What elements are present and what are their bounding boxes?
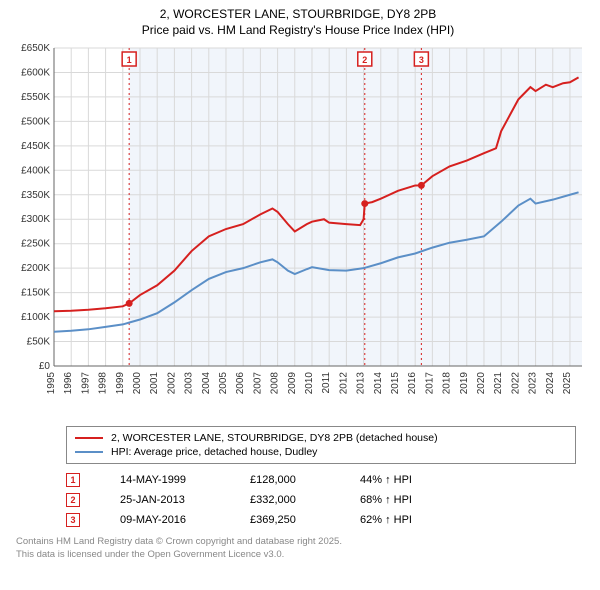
svg-text:£350K: £350K xyxy=(21,190,50,201)
svg-text:2010: 2010 xyxy=(304,372,315,395)
footer-attribution: Contains HM Land Registry data © Crown c… xyxy=(16,536,576,561)
svg-text:2024: 2024 xyxy=(545,372,556,395)
svg-text:£600K: £600K xyxy=(21,68,50,79)
svg-text:2017: 2017 xyxy=(424,372,435,395)
transaction-date: 25-JAN-2013 xyxy=(120,494,210,506)
svg-text:£50K: £50K xyxy=(27,337,51,348)
footer-line1: Contains HM Land Registry data © Crown c… xyxy=(16,536,576,548)
svg-text:1: 1 xyxy=(127,55,132,65)
transaction-row: 2 25-JAN-2013 £332,000 68% ↑ HPI xyxy=(66,490,576,510)
svg-text:2001: 2001 xyxy=(149,372,160,395)
svg-text:£450K: £450K xyxy=(21,141,50,152)
svg-text:1998: 1998 xyxy=(98,372,109,395)
legend-row: HPI: Average price, detached house, Dudl… xyxy=(75,445,567,459)
svg-text:£100K: £100K xyxy=(21,312,50,323)
svg-text:£200K: £200K xyxy=(21,264,50,275)
price-chart: £0 £50K £100K £150K £200K £250K £300K £350K £400… xyxy=(6,42,590,422)
svg-text:2018: 2018 xyxy=(442,372,453,395)
transaction-hpi: 62% ↑ HPI xyxy=(360,514,450,526)
svg-text:£150K: £150K xyxy=(21,288,50,299)
transaction-row: 3 09-MAY-2016 £369,250 62% ↑ HPI xyxy=(66,510,576,530)
svg-text:2021: 2021 xyxy=(493,372,504,395)
svg-text:2: 2 xyxy=(362,55,367,65)
svg-text:2006: 2006 xyxy=(235,372,246,395)
svg-text:2008: 2008 xyxy=(270,372,281,395)
svg-text:3: 3 xyxy=(419,55,424,65)
transaction-date: 09-MAY-2016 xyxy=(120,514,210,526)
transaction-hpi: 44% ↑ HPI xyxy=(360,474,450,486)
legend-row: 2, WORCESTER LANE, STOURBRIDGE, DY8 2PB … xyxy=(75,431,567,445)
svg-text:2016: 2016 xyxy=(407,372,418,395)
svg-text:2019: 2019 xyxy=(459,372,470,395)
svg-text:1995: 1995 xyxy=(46,372,57,395)
svg-text:£250K: £250K xyxy=(21,239,50,250)
svg-text:£550K: £550K xyxy=(21,92,50,103)
svg-text:2005: 2005 xyxy=(218,372,229,395)
svg-text:2007: 2007 xyxy=(252,372,263,395)
svg-text:£300K: £300K xyxy=(21,215,50,226)
chart-title: 2, WORCESTER LANE, STOURBRIDGE, DY8 2PB … xyxy=(6,6,590,38)
transaction-row: 1 14-MAY-1999 £128,000 44% ↑ HPI xyxy=(66,470,576,490)
svg-text:1997: 1997 xyxy=(80,372,91,395)
svg-text:1996: 1996 xyxy=(63,372,74,395)
legend-label: HPI: Average price, detached house, Dudl… xyxy=(111,446,317,458)
svg-text:2004: 2004 xyxy=(201,372,212,395)
svg-text:2025: 2025 xyxy=(562,372,573,395)
svg-text:2013: 2013 xyxy=(356,372,367,395)
svg-text:2020: 2020 xyxy=(476,372,487,395)
svg-text:2000: 2000 xyxy=(132,372,143,395)
svg-text:£0: £0 xyxy=(39,361,51,372)
transaction-price: £369,250 xyxy=(250,514,320,526)
footer-line2: This data is licensed under the Open Gov… xyxy=(16,549,576,561)
legend-label: 2, WORCESTER LANE, STOURBRIDGE, DY8 2PB … xyxy=(111,432,438,444)
transaction-hpi: 68% ↑ HPI xyxy=(360,494,450,506)
svg-text:2023: 2023 xyxy=(528,372,539,395)
transaction-price: £128,000 xyxy=(250,474,320,486)
transaction-marker: 2 xyxy=(66,493,80,507)
transaction-date: 14-MAY-1999 xyxy=(120,474,210,486)
svg-text:2002: 2002 xyxy=(166,372,177,395)
transaction-price: £332,000 xyxy=(250,494,320,506)
svg-text:2012: 2012 xyxy=(338,372,349,395)
svg-text:1999: 1999 xyxy=(115,372,126,395)
svg-text:£400K: £400K xyxy=(21,166,50,177)
svg-text:2009: 2009 xyxy=(287,372,298,395)
legend: 2, WORCESTER LANE, STOURBRIDGE, DY8 2PB … xyxy=(66,426,576,464)
title-line1: 2, WORCESTER LANE, STOURBRIDGE, DY8 2PB xyxy=(6,6,590,22)
svg-text:2022: 2022 xyxy=(510,372,521,395)
svg-text:2011: 2011 xyxy=(321,372,332,394)
legend-swatch xyxy=(75,451,103,453)
chart-svg: £0 £50K £100K £150K £200K £250K £300K £350K £400… xyxy=(6,42,590,422)
svg-text:£650K: £650K xyxy=(21,43,50,54)
title-line2: Price paid vs. HM Land Registry's House … xyxy=(6,22,590,38)
transaction-marker: 3 xyxy=(66,513,80,527)
svg-text:2003: 2003 xyxy=(184,372,195,395)
svg-text:£500K: £500K xyxy=(21,117,50,128)
legend-swatch xyxy=(75,437,103,439)
transactions-table: 1 14-MAY-1999 £128,000 44% ↑ HPI 2 25-JAN-201… xyxy=(66,470,576,530)
transaction-marker: 1 xyxy=(66,473,80,487)
svg-text:2015: 2015 xyxy=(390,372,401,395)
svg-text:2014: 2014 xyxy=(373,372,384,395)
